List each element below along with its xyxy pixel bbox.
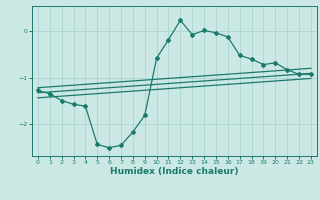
- X-axis label: Humidex (Indice chaleur): Humidex (Indice chaleur): [110, 167, 239, 176]
